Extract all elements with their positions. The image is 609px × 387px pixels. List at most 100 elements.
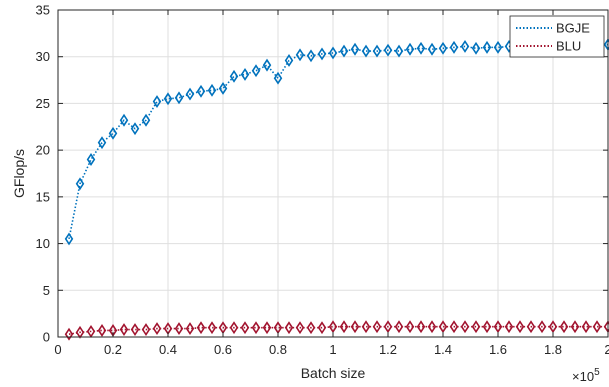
legend-box [509, 15, 605, 58]
data-point-bgje [383, 43, 393, 57]
x-axis-exponent-power: 5 [594, 367, 600, 378]
y-tick-label: 35 [36, 3, 50, 18]
data-point-bgje [130, 122, 140, 136]
x-tick-label: 0.2 [104, 342, 122, 357]
data-point-bgje [229, 69, 239, 83]
data-point-blu [504, 320, 514, 334]
data-point-blu [317, 321, 327, 335]
data-point-blu [372, 320, 382, 334]
series-blu [64, 320, 609, 341]
data-point-bgje [174, 91, 184, 105]
data-point-blu [526, 320, 536, 334]
data-point-bgje [361, 44, 371, 58]
axis-ticks [57, 9, 609, 338]
data-point-blu [306, 321, 316, 335]
data-point-blu [240, 321, 250, 335]
data-point-bgje [86, 153, 96, 166]
data-point-bgje [185, 87, 195, 101]
legend-label-bgje: BGJE [556, 21, 590, 36]
y-tick-label: 20 [36, 143, 50, 158]
data-point-blu [152, 322, 162, 336]
data-point-blu [471, 320, 481, 334]
data-point-bgje [196, 84, 206, 98]
data-point-blu [262, 321, 272, 335]
data-point-blu [438, 320, 448, 334]
data-point-blu [427, 320, 437, 334]
legend: BGJE BLU [509, 15, 605, 58]
data-point-bgje [251, 64, 261, 78]
data-point-blu [405, 320, 415, 334]
data-point-blu [64, 327, 74, 341]
data-point-bgje [350, 42, 360, 56]
data-point-bgje [152, 95, 162, 109]
data-point-bgje [328, 46, 338, 60]
data-point-bgje [394, 44, 404, 58]
data-point-blu [570, 320, 580, 334]
data-point-bgje [460, 39, 470, 53]
data-point-bgje [75, 177, 85, 191]
data-point-bgje [64, 232, 74, 246]
data-point-bgje [438, 41, 448, 55]
x-tick-label: 2 [604, 342, 609, 357]
data-point-blu [361, 320, 371, 334]
data-point-blu [592, 320, 602, 334]
data-point-bgje [339, 44, 349, 58]
data-point-bgje [317, 47, 327, 61]
data-point-bgje [218, 82, 228, 95]
data-point-bgje [108, 126, 118, 140]
data-point-bgje [163, 92, 173, 106]
series-line-blu [68, 325, 608, 335]
x-axis-exponent-base: ×10 [572, 369, 594, 384]
data-point-blu [284, 321, 294, 335]
x-tick-label: 1.6 [489, 342, 507, 357]
x-axis-exponent: ×105 [572, 367, 600, 384]
data-point-bgje [262, 58, 272, 72]
data-point-blu [86, 324, 96, 338]
y-tick-label: 0 [43, 330, 50, 345]
x-tick-label: 1 [329, 342, 336, 357]
data-point-blu [581, 320, 591, 334]
data-point-blu [251, 321, 261, 335]
data-point-blu [416, 320, 426, 334]
data-point-blu [130, 323, 140, 336]
x-tick-label: 0 [54, 342, 61, 357]
data-point-bgje [372, 44, 382, 58]
data-point-blu [196, 321, 206, 335]
data-point-bgje [405, 42, 415, 56]
data-point-blu [559, 320, 569, 334]
data-point-blu [460, 320, 470, 334]
data-point-bgje [306, 49, 316, 63]
data-point-blu [537, 320, 547, 334]
x-axis-label: Batch size [301, 365, 366, 381]
data-point-bgje [284, 53, 294, 67]
data-point-blu [119, 323, 129, 336]
data-point-blu [207, 321, 217, 335]
data-point-bgje [427, 42, 437, 56]
y-tick-label: 30 [36, 49, 50, 64]
y-tick-label: 5 [43, 283, 50, 298]
tick-labels: 0 0.2 0.4 0.6 0.8 1 1.2 1.4 1.6 1.8 20510152025303… [36, 3, 609, 358]
data-point-bgje [482, 40, 492, 54]
series-line-bgje [68, 43, 608, 240]
data-point-bgje [119, 113, 129, 127]
x-tick-label: 1.4 [434, 342, 452, 357]
x-tick-label: 0.4 [159, 342, 177, 357]
data-point-blu [97, 324, 107, 337]
data-point-blu [174, 322, 184, 336]
data-point-bgje [471, 41, 481, 55]
data-point-blu [493, 320, 503, 334]
x-tick-label: 0.8 [269, 342, 287, 357]
data-point-blu [515, 320, 525, 334]
data-point-blu [328, 320, 338, 334]
data-point-blu [394, 320, 404, 334]
data-point-blu [449, 320, 459, 334]
data-point-bgje [416, 41, 426, 55]
data-point-bgje [207, 83, 217, 97]
data-point-blu [339, 320, 349, 334]
y-axis-label: GFlop/s [11, 149, 27, 198]
x-tick-label: 0.6 [214, 342, 232, 357]
data-point-bgje [449, 40, 459, 54]
x-tick-label: 1.8 [544, 342, 562, 357]
